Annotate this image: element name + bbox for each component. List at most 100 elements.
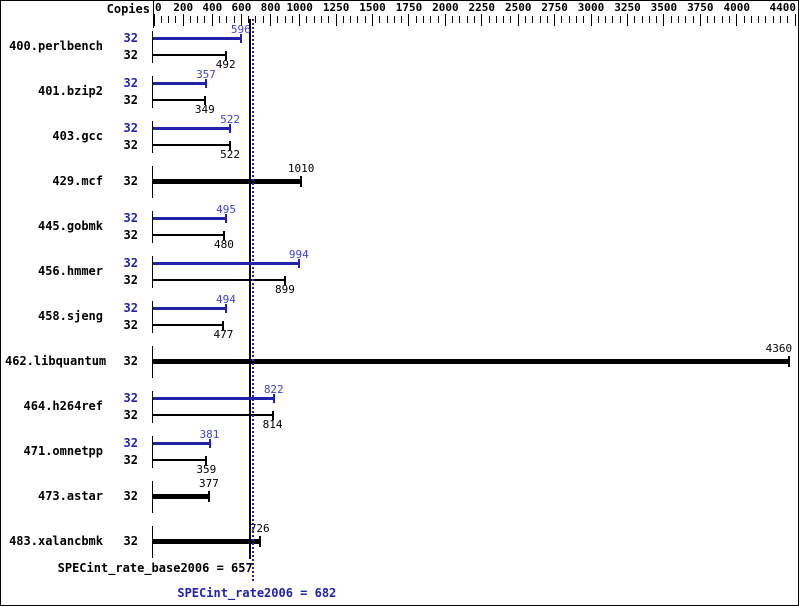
bar-base-thick bbox=[153, 493, 209, 499]
bar-start-line bbox=[152, 211, 153, 243]
axis-tick bbox=[626, 14, 628, 26]
bar-value-label: 994 bbox=[288, 248, 309, 261]
axis-tick bbox=[386, 16, 388, 23]
axis-tick bbox=[721, 16, 723, 23]
bar-end-cap bbox=[272, 393, 275, 403]
axis-tick bbox=[685, 16, 687, 23]
bar-end-cap bbox=[222, 320, 225, 330]
bar-end-cap bbox=[271, 410, 274, 420]
copies-value: 32 bbox=[123, 228, 138, 242]
axis-tick bbox=[495, 16, 497, 23]
bar-end-cap bbox=[297, 258, 300, 268]
bar-start-line bbox=[152, 481, 153, 513]
bar-value-label: 494 bbox=[216, 293, 236, 306]
axis-tick-label: 4400 bbox=[769, 1, 797, 14]
axis-tick bbox=[233, 16, 235, 23]
bar-value-label: 899 bbox=[275, 283, 295, 296]
bar-base bbox=[153, 234, 224, 236]
bar-peak bbox=[153, 216, 227, 220]
bar-start-line bbox=[152, 76, 153, 108]
bar-peak bbox=[153, 441, 210, 445]
axis-tick bbox=[787, 16, 789, 23]
axis-tick-label: 1250 bbox=[322, 1, 350, 14]
axis-tick-label: 2500 bbox=[504, 1, 532, 14]
axis-tick bbox=[714, 16, 716, 23]
bar-value-label: 357 bbox=[196, 68, 216, 81]
axis-tick bbox=[175, 16, 177, 23]
axis-tick-label: 600 bbox=[231, 1, 252, 14]
benchmark-label: 403.gcc bbox=[52, 129, 103, 143]
bar-end-cap bbox=[239, 33, 242, 43]
bar-value-label: 522 bbox=[220, 113, 240, 126]
bar-end-cap bbox=[229, 123, 232, 133]
axis-tick bbox=[765, 16, 767, 23]
bar-end-cap bbox=[224, 303, 227, 313]
axis-tick bbox=[554, 14, 556, 26]
bar-end-cap bbox=[300, 175, 303, 187]
axis-tick bbox=[248, 16, 250, 23]
bar-peak bbox=[153, 396, 274, 400]
axis-tick bbox=[459, 16, 461, 23]
axis-tick bbox=[677, 16, 679, 23]
axis-tick bbox=[481, 14, 483, 26]
axis-tick bbox=[794, 14, 796, 26]
axis-tick bbox=[728, 16, 730, 23]
copies-value: 32 bbox=[123, 256, 138, 270]
bar-start-line bbox=[152, 166, 153, 198]
axis-tick bbox=[393, 16, 395, 23]
axis-tick bbox=[226, 16, 228, 23]
copies-value: 32 bbox=[123, 93, 138, 107]
axis-tick bbox=[379, 16, 381, 23]
bar-end-cap bbox=[222, 230, 225, 240]
copies-value: 32 bbox=[123, 31, 138, 45]
bar-base bbox=[153, 144, 231, 146]
bar-value-label: 596 bbox=[230, 23, 251, 36]
axis-tick-label: 4000 bbox=[723, 1, 750, 14]
axis-tick bbox=[634, 16, 636, 23]
peak-mean-line bbox=[252, 19, 255, 583]
copies-column-header: Copies bbox=[106, 2, 150, 16]
axis-tick-label: 3500 bbox=[650, 1, 678, 14]
base-mean-line bbox=[248, 19, 251, 559]
bar-value-label: 814 bbox=[262, 418, 283, 431]
bar-value-label: 359 bbox=[196, 463, 217, 476]
bar-value-label: 495 bbox=[216, 203, 237, 216]
axis-tick bbox=[561, 16, 563, 23]
axis-tick bbox=[641, 16, 643, 23]
benchmark-label: 473.astar bbox=[37, 489, 103, 503]
bar-peak bbox=[153, 261, 299, 265]
axis-tick bbox=[204, 16, 206, 23]
axis-tick bbox=[656, 16, 658, 23]
axis-tick bbox=[699, 14, 701, 26]
axis-tick-label: 3750 bbox=[687, 1, 714, 14]
bar-base bbox=[153, 54, 226, 56]
axis-tick bbox=[357, 16, 359, 23]
peak-mean-label: SPECint_rate2006 = 682 bbox=[177, 586, 337, 600]
axis-tick bbox=[568, 16, 570, 23]
axis-tick bbox=[452, 16, 454, 23]
benchmark-label: 401.bzip2 bbox=[37, 84, 103, 98]
benchmark-label: 456.hmmer bbox=[37, 264, 103, 278]
bar-end-cap bbox=[207, 490, 210, 502]
bar-value-label: 480 bbox=[213, 238, 234, 251]
axis-tick bbox=[255, 16, 257, 23]
axis-tick bbox=[270, 14, 272, 26]
axis-tick bbox=[488, 16, 490, 23]
axis-tick bbox=[546, 16, 548, 23]
copies-value: 32 bbox=[123, 76, 138, 90]
axis-tick bbox=[524, 16, 526, 23]
axis-tick bbox=[284, 16, 286, 23]
copies-value: 32 bbox=[123, 391, 138, 405]
axis-tick bbox=[750, 16, 752, 23]
axis-tick bbox=[342, 16, 344, 23]
axis-tick bbox=[328, 16, 330, 23]
bar-base-thick bbox=[153, 358, 790, 364]
axis-tick bbox=[408, 14, 410, 26]
axis-tick-label: 800 bbox=[260, 1, 281, 14]
axis-tick bbox=[619, 16, 621, 23]
bar-start-line bbox=[152, 121, 153, 153]
axis-tick bbox=[583, 16, 585, 23]
bar-end-cap bbox=[788, 355, 791, 367]
axis-tick bbox=[364, 16, 366, 23]
axis-tick bbox=[153, 14, 155, 26]
